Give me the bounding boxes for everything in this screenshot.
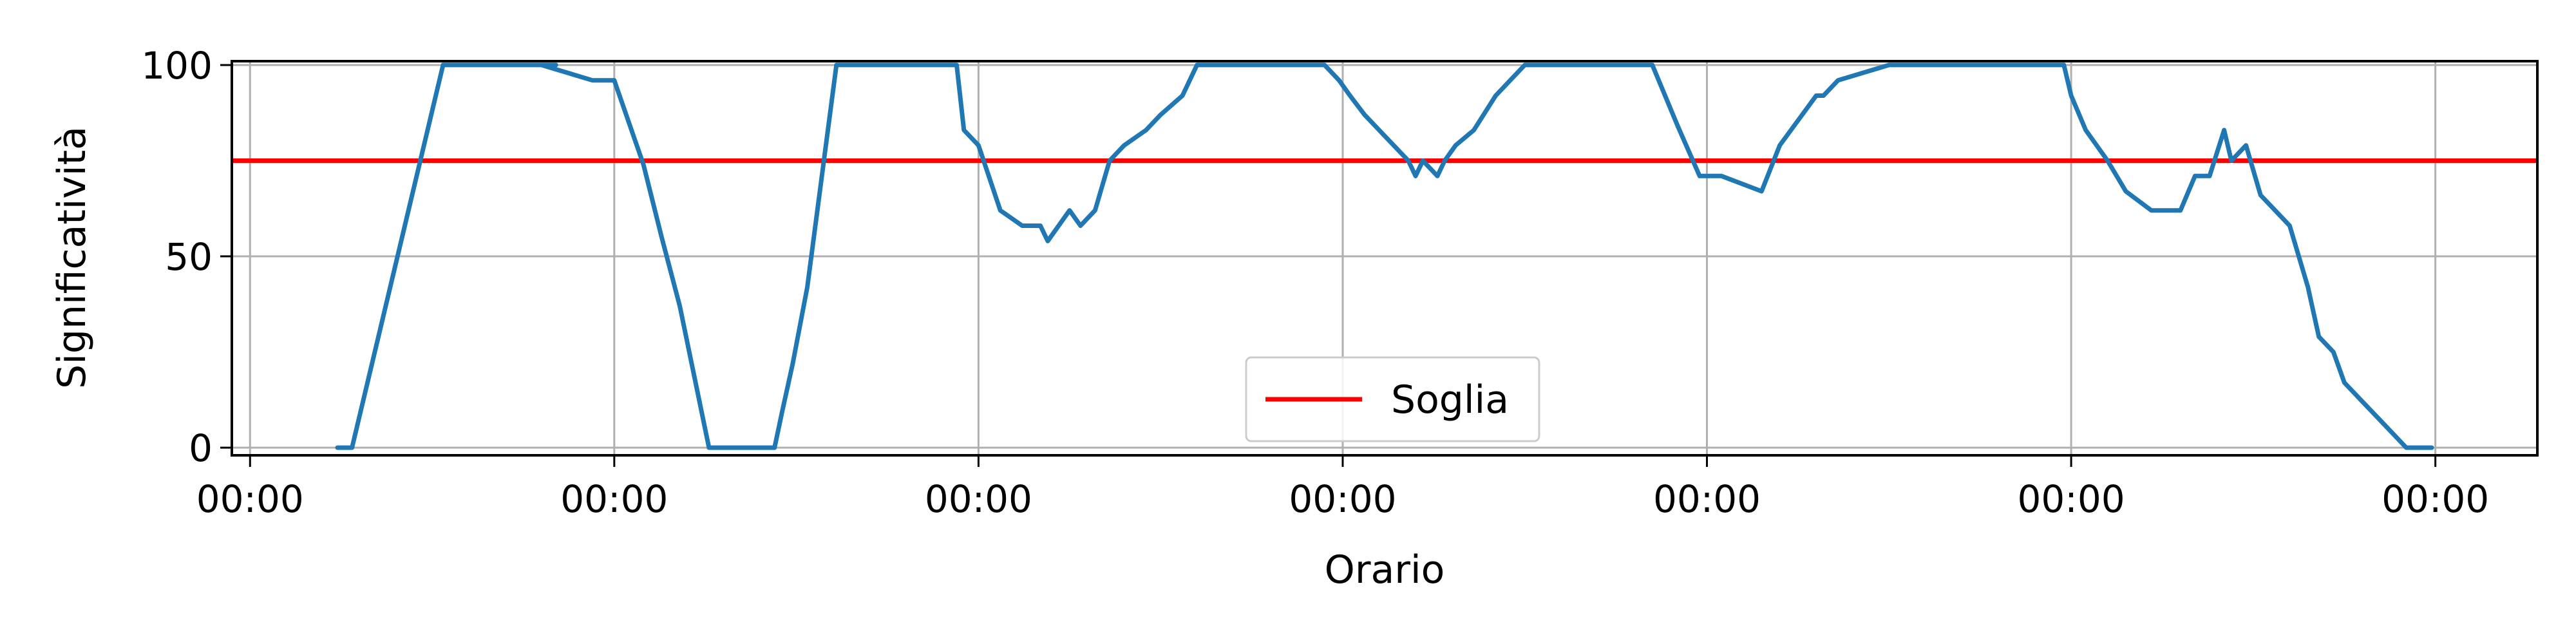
y-tick-label: 50 [165,235,213,279]
grid-lines [232,61,2537,455]
x-tick-label: 00:00 [560,477,668,521]
legend-box [1245,356,1540,442]
x-tick-label: 00:00 [1653,477,1761,521]
x-tick-label: 00:00 [196,477,304,521]
y-tick-label: 100 [141,44,213,88]
x-tick-label: 00:00 [1289,477,1396,521]
y-tick-label: 0 [189,426,213,470]
x-tick-label: 00:00 [925,477,1032,521]
x-axis-label: Orario [1325,547,1445,592]
legend-label-soglia: Soglia [1391,377,1509,422]
series-layer [335,62,2434,450]
y-axis-label: Significatività [50,126,95,389]
legend: Soglia [1245,356,1540,442]
x-tick-label: 00:00 [2018,477,2125,521]
plot-frame [231,60,2539,457]
series-line-0 [335,62,2434,450]
y-axis: 0 50 100 [141,44,232,470]
x-tick-label: 00:00 [2382,477,2489,521]
x-axis: 00:00 00:00 00:00 00:00 00:00 00:00 00:00 [196,455,2489,521]
